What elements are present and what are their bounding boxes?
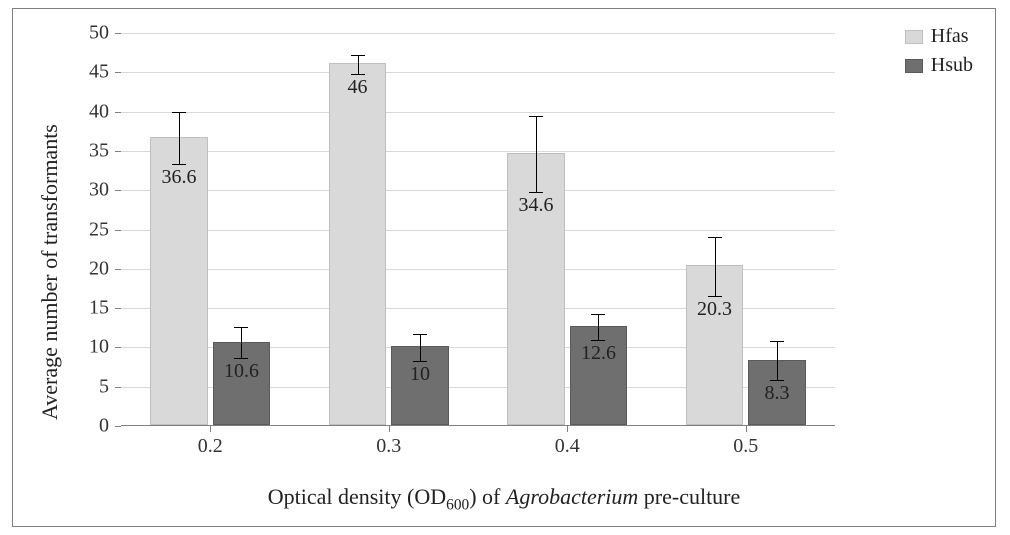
- error-bar: [598, 314, 599, 341]
- gridline: [121, 230, 835, 231]
- x-tickmark: [210, 426, 211, 432]
- error-cap: [529, 116, 543, 117]
- error-cap: [172, 112, 186, 113]
- error-cap: [413, 361, 427, 362]
- x-tick-label: 0.2: [198, 435, 223, 458]
- x-axis-title: Optical density (OD600) of Agrobacterium…: [268, 484, 741, 514]
- error-cap: [351, 74, 365, 75]
- y-tickmark: [115, 426, 121, 427]
- bar-value-label: 8.3: [764, 382, 789, 405]
- y-tick-label: 50: [49, 22, 109, 45]
- error-cap: [351, 55, 365, 56]
- error-cap: [708, 296, 722, 297]
- y-tick-label: 40: [49, 100, 109, 123]
- bar-value-label: 12.6: [581, 342, 616, 365]
- plot-area: 051015202530354045500.236.610.60.346100.…: [121, 33, 835, 426]
- y-tickmark: [115, 112, 121, 113]
- x-axis-title-mid: ) of: [469, 484, 506, 509]
- y-tick-label: 5: [49, 375, 109, 398]
- x-axis-title-italic: Agrobacterium: [506, 484, 638, 509]
- y-tickmark: [115, 151, 121, 152]
- gridline: [121, 151, 835, 152]
- y-tick-label: 35: [49, 139, 109, 162]
- y-tick-label: 10: [49, 336, 109, 359]
- error-bar: [536, 116, 537, 191]
- legend: Hfas Hsub: [905, 25, 973, 83]
- legend-label-hfas: Hfas: [931, 25, 969, 48]
- error-cap: [234, 327, 248, 328]
- bar-value-label: 36.6: [162, 166, 197, 189]
- x-tick-label: 0.5: [733, 435, 758, 458]
- y-tickmark: [115, 387, 121, 388]
- error-bar: [777, 341, 778, 380]
- y-tickmark: [115, 308, 121, 309]
- error-bar: [358, 55, 359, 74]
- legend-item-hfas: Hfas: [905, 25, 973, 48]
- y-tickmark: [115, 230, 121, 231]
- gridline: [121, 72, 835, 73]
- x-tickmark: [567, 426, 568, 432]
- bar-value-label: 10.6: [224, 360, 259, 383]
- error-bar: [241, 327, 242, 358]
- legend-swatch-hfas: [905, 30, 923, 44]
- x-axis-title-pre: Optical density (OD: [268, 484, 446, 509]
- legend-item-hsub: Hsub: [905, 54, 973, 77]
- y-tickmark: [115, 72, 121, 73]
- gridline: [121, 190, 835, 191]
- error-cap: [413, 334, 427, 335]
- x-axis-title-post: pre-culture: [638, 484, 740, 509]
- chart-frame: Average number of transformants Hfas Hsu…: [0, 0, 1010, 535]
- error-bar: [715, 237, 716, 297]
- y-tick-label: 25: [49, 218, 109, 241]
- bar-value-label: 20.3: [697, 298, 732, 321]
- x-tickmark: [389, 426, 390, 432]
- y-tick-label: 0: [49, 415, 109, 438]
- y-tickmark: [115, 269, 121, 270]
- legend-swatch-hsub: [905, 59, 923, 73]
- y-tick-label: 20: [49, 257, 109, 280]
- error-bar: [420, 334, 421, 361]
- y-tickmark: [115, 347, 121, 348]
- bar-value-label: 10: [410, 363, 430, 386]
- error-cap: [591, 340, 605, 341]
- x-tickmark: [746, 426, 747, 432]
- x-tick-label: 0.3: [376, 435, 401, 458]
- x-tick-label: 0.4: [555, 435, 580, 458]
- gridline: [121, 112, 835, 113]
- bar-value-label: 46: [348, 76, 368, 99]
- error-cap: [770, 380, 784, 381]
- error-cap: [172, 164, 186, 165]
- bar-hfas: [329, 63, 386, 425]
- y-tick-label: 45: [49, 61, 109, 84]
- y-tick-label: 15: [49, 297, 109, 320]
- gridline: [121, 33, 835, 34]
- error-cap: [770, 341, 784, 342]
- y-tickmark: [115, 190, 121, 191]
- chart-border: Average number of transformants Hfas Hsu…: [12, 8, 996, 527]
- x-axis-title-sub: 600: [446, 496, 469, 513]
- error-bar: [179, 112, 180, 164]
- error-cap: [234, 358, 248, 359]
- error-cap: [708, 237, 722, 238]
- legend-label-hsub: Hsub: [931, 54, 973, 77]
- y-tickmark: [115, 33, 121, 34]
- y-tick-label: 30: [49, 179, 109, 202]
- bar-value-label: 34.6: [519, 194, 554, 217]
- error-cap: [529, 192, 543, 193]
- error-cap: [591, 314, 605, 315]
